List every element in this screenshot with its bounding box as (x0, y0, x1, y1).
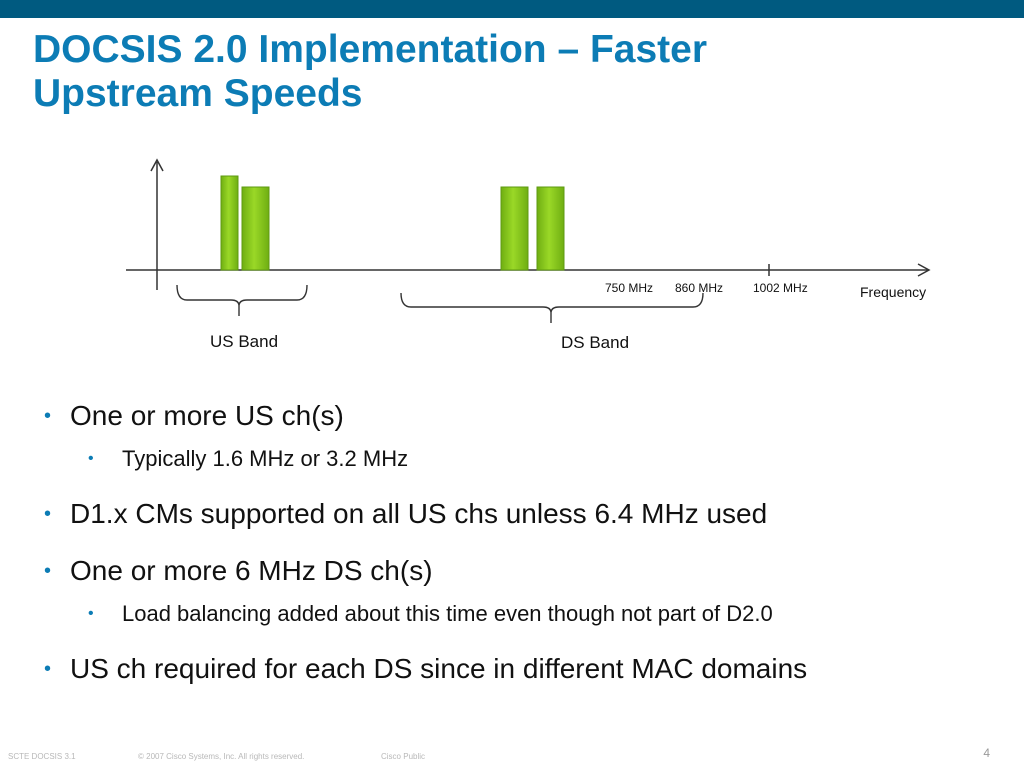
bullet-item: • One or more 6 MHz DS ch(s) (44, 553, 1004, 589)
freq-label-750: 750 MHz (605, 281, 653, 295)
bullet-dot-icon: • (88, 450, 94, 467)
title-line-2: Upstream Speeds (33, 72, 363, 115)
bullet-text: US ch required for each DS since in diff… (70, 653, 808, 684)
bullet-text: Load balancing added about this time eve… (122, 601, 773, 626)
title-line-1: DOCSIS 2.0 Implementation – Faster (33, 28, 708, 71)
ds-channel-1 (500, 186, 529, 271)
ds-channel-2 (536, 186, 565, 271)
bullet-dot-icon: • (88, 605, 94, 622)
page-number: 4 (983, 746, 990, 760)
bullet-dot-icon: • (44, 405, 52, 427)
bullet-text: One or more US ch(s) (70, 400, 344, 431)
spectrum-diagram: 750 MHz 860 MHz 1002 MHz Frequency US Ba… (126, 158, 931, 352)
slide-title: DOCSIS 2.0 Implementation – Faster Upstr… (33, 28, 933, 116)
y-axis-arrowhead (150, 158, 164, 172)
us-band-brace (176, 284, 308, 316)
bullet-list: • One or more US ch(s) • Typically 1.6 M… (44, 398, 1004, 687)
us-band-label: US Band (210, 332, 278, 351)
bullet-text: Typically 1.6 MHz or 3.2 MHz (122, 446, 409, 471)
bullet-dot-icon: • (44, 560, 52, 582)
footer-copyright: © 2007 Cisco Systems, Inc. All rights re… (138, 752, 305, 761)
bullet-dot-icon: • (44, 503, 52, 525)
bullet-text: One or more 6 MHz DS ch(s) (70, 555, 433, 586)
freq-label-860: 860 MHz (675, 281, 723, 295)
us-channel-1 (220, 175, 239, 271)
bullet-item: • D1.x CMs supported on all US chs unles… (44, 496, 1004, 532)
us-channel-2 (241, 186, 270, 271)
sub-bullet-item: • Typically 1.6 MHz or 3.2 MHz (44, 444, 1004, 474)
ds-band-label: DS Band (561, 333, 629, 352)
axis-label-frequency: Frequency (860, 284, 926, 300)
freq-label-1002: 1002 MHz (753, 281, 808, 295)
sub-bullet-item: • Load balancing added about this time e… (44, 599, 1004, 629)
footer-course: SCTE DOCSIS 3.1 (8, 752, 76, 761)
ds-band-brace (400, 292, 704, 323)
x-axis-arrowhead (917, 263, 931, 277)
bullet-dot-icon: • (44, 658, 52, 680)
bullet-item: • US ch required for each DS since in di… (44, 651, 1004, 687)
bullet-text: D1.x CMs supported on all US chs unless … (70, 498, 768, 529)
footer-classification: Cisco Public (381, 752, 426, 761)
bullet-item: • One or more US ch(s) (44, 398, 1004, 434)
top-bar (0, 0, 1024, 18)
